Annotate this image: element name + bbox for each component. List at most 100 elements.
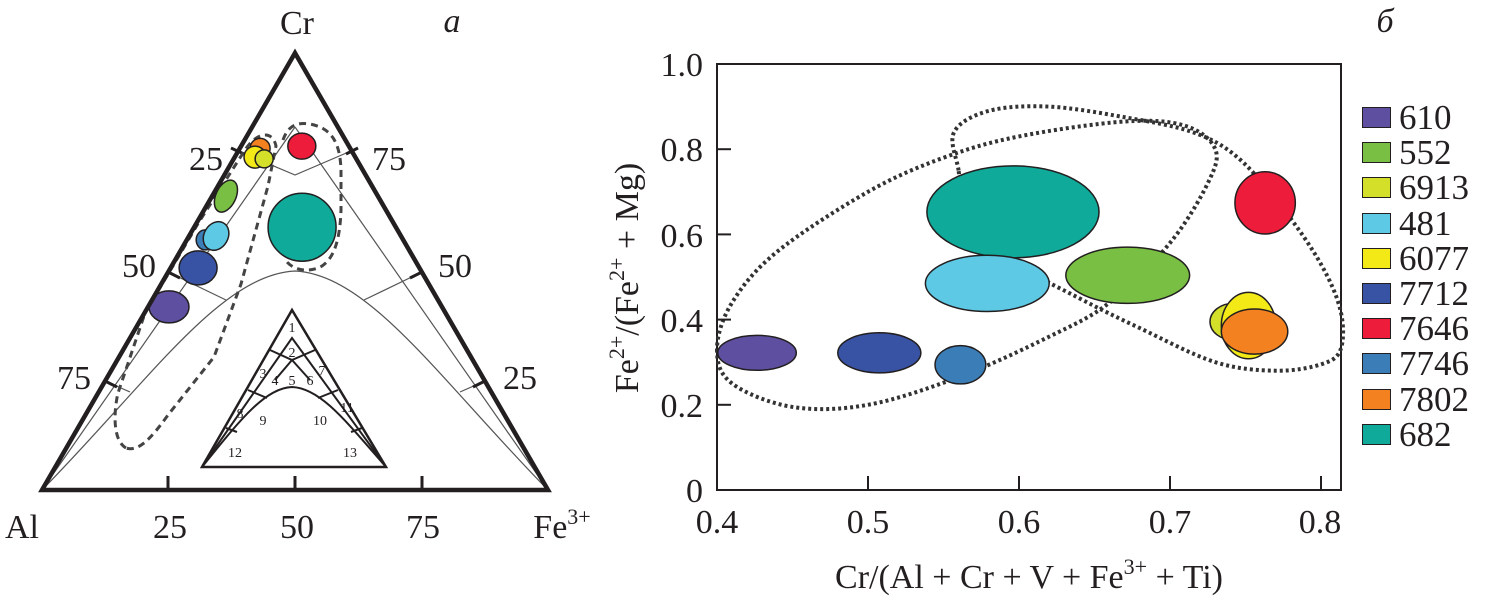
inset-number: 7 <box>319 364 326 379</box>
legend-item-6077: 6077 <box>1362 241 1469 276</box>
ternary-point-682 <box>267 192 337 262</box>
legend-label: 481 <box>1399 203 1452 243</box>
legend-item-7646: 7646 <box>1362 311 1469 346</box>
legend-item-610: 610 <box>1362 100 1469 135</box>
inset-line <box>201 336 387 468</box>
y-tick-label: 1.0 <box>661 47 704 84</box>
left-tick-label: 25 <box>189 141 223 178</box>
bottom-tick-label: 75 <box>406 509 440 546</box>
legend-label: 682 <box>1399 414 1452 454</box>
fe-label: Fe <box>533 509 567 546</box>
inset-number: 2 <box>289 346 296 361</box>
legend-item-552: 552 <box>1362 135 1469 170</box>
inset-tie <box>269 349 316 362</box>
inset-number: 13 <box>343 446 357 461</box>
y-label-c: + Mg) <box>609 163 646 258</box>
scatter-point-610 <box>717 334 798 372</box>
left-tick-label: 50 <box>122 248 156 285</box>
legend-swatch <box>1362 318 1391 340</box>
inset-number: 12 <box>228 446 242 461</box>
ternary-diagram: 1 2 3 4 5 6 7 8 9 10 11 12 13 Cr Al Fe3+… <box>5 3 591 546</box>
y-tick-label: 0.2 <box>661 388 704 425</box>
legend-item-7712: 7712 <box>1362 276 1469 311</box>
vertex-label-fe3: Fe3+ <box>533 504 590 546</box>
x-axis-label-post: + Ti) <box>1147 559 1223 596</box>
axis-ticks <box>717 148 1322 490</box>
legend-label: 7802 <box>1399 379 1469 419</box>
scatter-point-481 <box>924 254 1050 313</box>
inset-number: 11 <box>340 401 353 416</box>
left-tick-label: 75 <box>57 360 91 397</box>
scatter-point-682 <box>926 165 1100 259</box>
dashed-field <box>113 133 278 451</box>
y-label-a-sup: 2+ <box>604 336 629 359</box>
ternary-point-7646 <box>287 132 317 160</box>
inset-number: 5 <box>289 374 296 389</box>
fe-charge: 3+ <box>567 504 590 529</box>
legend-swatch <box>1362 283 1391 305</box>
bottom-tick-label: 25 <box>153 509 187 546</box>
inset-number: 9 <box>260 414 267 429</box>
panel-label-b: б <box>1376 3 1395 40</box>
y-axis-label: Fe2+/(Fe2+ + Mg) <box>604 163 646 393</box>
right-tick-label: 25 <box>503 360 537 397</box>
inset-number: 3 <box>260 367 267 382</box>
y-tick-label: 0.8 <box>661 132 704 169</box>
inset-number: 8 <box>237 407 244 422</box>
plot-frame <box>716 63 1342 491</box>
x-tick-label: 0.6 <box>998 504 1041 541</box>
x-axis-label-sup: 3+ <box>1124 554 1147 579</box>
scatter-point-7746 <box>934 344 987 385</box>
ternary-point-6913 <box>254 149 274 169</box>
legend-item-6913: 6913 <box>1362 170 1469 205</box>
legend: 610 552 6913 481 6077 7712 7646 7746 7802 682 <box>1362 100 1469 452</box>
ternary-points <box>148 132 337 324</box>
inset-curve <box>201 385 387 468</box>
vertex-label-cr: Cr <box>280 5 315 42</box>
dotted-field <box>950 104 1346 373</box>
legend-swatch <box>1362 212 1391 234</box>
inset-number: 4 <box>272 374 279 389</box>
legend-label: 610 <box>1399 98 1452 138</box>
ternary-point-481 <box>202 220 230 252</box>
legend-label: 7746 <box>1399 344 1469 384</box>
legend-item-7802: 7802 <box>1362 382 1469 417</box>
legend-swatch <box>1362 142 1391 164</box>
y-tick-label: 0.4 <box>661 303 704 340</box>
legend-swatch <box>1362 247 1391 269</box>
legend-swatch <box>1362 353 1391 375</box>
inset-number: 6 <box>307 374 314 389</box>
x-tick-label: 0.5 <box>847 504 890 541</box>
legend-item-481: 481 <box>1362 206 1469 241</box>
inset-number: 10 <box>313 414 327 429</box>
ternary-point-7712 <box>178 250 218 286</box>
inset-number: 1 <box>289 321 296 336</box>
inset-tie <box>317 389 339 399</box>
inset-tie <box>350 427 363 433</box>
legend-item-7746: 7746 <box>1362 346 1469 381</box>
scatter-fields <box>715 104 1346 412</box>
scatter-points <box>717 165 1297 385</box>
legend-swatch <box>1362 107 1391 129</box>
boundary-curve <box>41 270 549 491</box>
x-axis-label: Cr/(Al + Cr + V + Fe3+ + Ti) <box>835 554 1223 596</box>
scatter-point-7712 <box>837 332 922 374</box>
ternary-fields <box>113 122 343 451</box>
legend-label: 7646 <box>1399 309 1469 349</box>
inset-tie <box>247 389 268 399</box>
legend-swatch <box>1362 423 1391 445</box>
panel-label-a: а <box>444 3 461 40</box>
dotted-field <box>715 118 1219 412</box>
legend-label: 6077 <box>1399 238 1469 278</box>
bottom-tick-label: 50 <box>280 509 314 546</box>
scatter-point-552 <box>1065 246 1191 305</box>
right-tick-label: 50 <box>438 248 472 285</box>
legend-label: 552 <box>1399 133 1452 173</box>
legend-swatch <box>1362 177 1391 199</box>
y-tick-label: 0 <box>686 473 703 510</box>
x-axis-label-pre: Cr/(Al + Cr + V + Fe <box>835 559 1124 596</box>
inset-numbers: 1 2 3 4 5 6 7 8 9 10 11 12 13 <box>228 321 357 461</box>
scatter-point-7802 <box>1220 308 1289 355</box>
scatter-plot: 0.4 0.5 0.6 0.7 0.8 0 0.2 0.4 0.6 0.8 1.… <box>604 3 1395 596</box>
